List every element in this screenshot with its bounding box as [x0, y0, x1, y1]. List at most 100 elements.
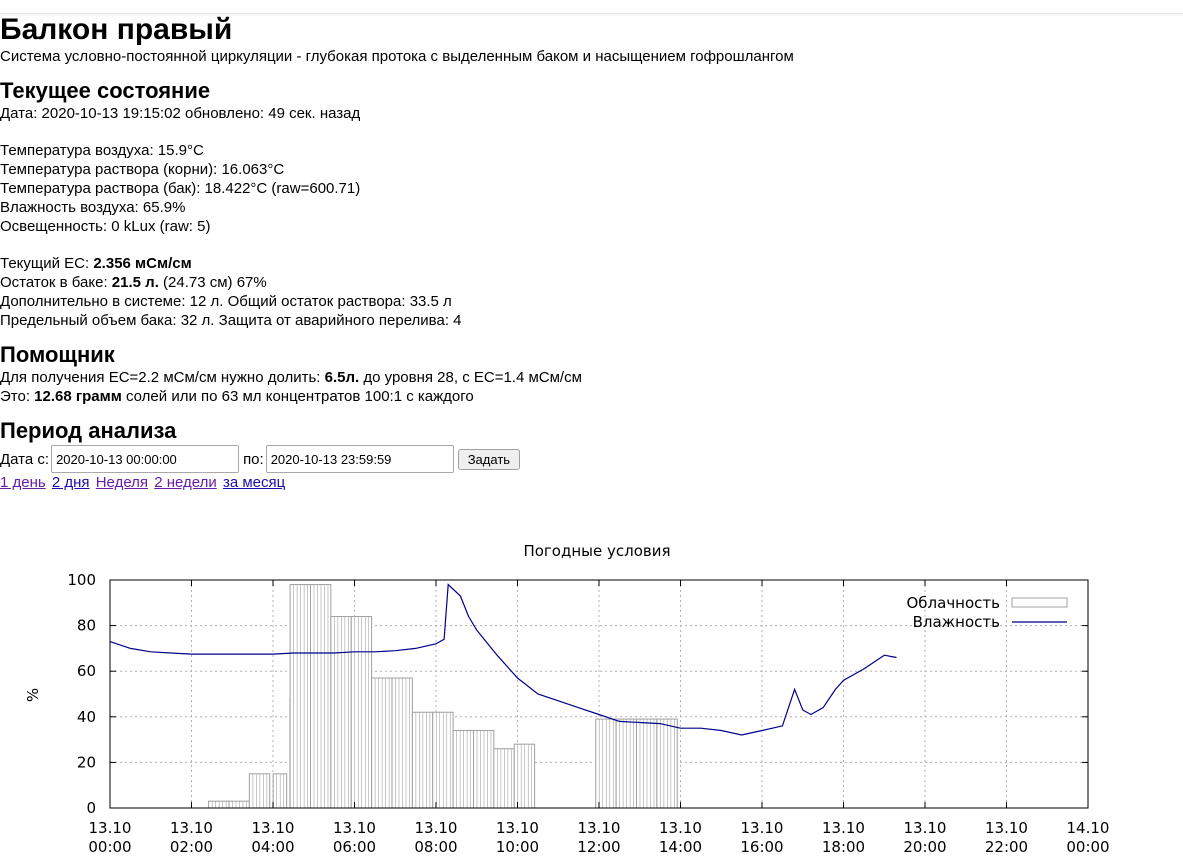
x-tick-label-time: 02:00 — [170, 838, 213, 856]
x-tick-label-time: 12:00 — [577, 838, 620, 856]
x-tick-label-time: 20:00 — [903, 838, 946, 856]
tank-details: (24.73 см) 67% — [158, 274, 267, 291]
period-heading: Период анализа — [0, 418, 177, 443]
cloud-bar — [330, 615, 352, 809]
humidity-line — [109, 583, 897, 736]
legend-label-humidity: Влажность — [913, 613, 1000, 631]
x-tick-label-time: 00:00 — [88, 838, 131, 856]
y-tick-label: 100 — [67, 571, 96, 589]
x-tick-label-time: 08:00 — [414, 838, 457, 856]
submit-button[interactable]: Задать — [457, 448, 521, 470]
period-links: 1 день 2 дня Неделя 2 недели за месяц — [0, 474, 1183, 492]
cloud-bar — [452, 729, 474, 809]
x-tick-label-time: 00:00 — [1066, 838, 1109, 856]
cloud-bar — [228, 800, 250, 809]
x-tick-label-date: 14.10 — [1067, 819, 1110, 837]
helper-line-1-prefix: Для получения EC=2.2 мСм/см нужно долить… — [0, 369, 325, 386]
cloud-bar — [371, 677, 393, 809]
from-label: Дата с: — [0, 450, 50, 468]
cloud-bar — [656, 718, 678, 809]
air-temp: Температура воздуха: 15.9°C — [0, 142, 204, 159]
solution-temp-tank: Температура раствора (бак): 18.422°C (ra… — [0, 180, 361, 197]
x-tick-label-date: 13.10 — [415, 819, 458, 837]
link-week[interactable]: Неделя — [95, 474, 149, 491]
y-tick-label: 20 — [77, 753, 96, 771]
date-line: Дата: 2020-10-13 19:15:02 обновлено: 49 … — [0, 105, 361, 122]
cloud-bar — [350, 615, 373, 809]
cloud-bar — [411, 711, 434, 809]
cloud-bar — [615, 718, 637, 809]
cloud-bar — [309, 584, 332, 809]
to-label: по: — [243, 450, 264, 468]
link-1-day[interactable]: 1 день — [0, 474, 46, 491]
cloud-bar — [472, 729, 495, 809]
y-tick-label: 0 — [86, 799, 96, 817]
page-title: Балкон правый — [0, 13, 233, 46]
browser-top-strip — [0, 0, 1183, 14]
cloud-bar — [248, 773, 271, 809]
link-2-weeks[interactable]: 2 недели — [154, 474, 217, 491]
helper-line-1-suffix: до уровня 28, с EC=1.4 мСм/см — [359, 369, 582, 386]
x-tick-label-date: 13.10 — [333, 819, 376, 837]
state-heading: Текущее состояние — [0, 78, 211, 103]
x-tick-label-time: 16:00 — [740, 838, 783, 856]
x-tick-label-date: 13.10 — [252, 819, 295, 837]
helper-line-2-value: 12.68 грамм — [34, 388, 122, 405]
system-extra: Дополнительно в системе: 12 л. Общий ост… — [0, 293, 452, 310]
chart-title: Погодные условия — [523, 542, 670, 560]
x-tick-label-date: 13.10 — [89, 819, 132, 837]
page-subtitle: Система условно-постоянной циркуляции - … — [0, 48, 794, 65]
link-month[interactable]: за месяц — [222, 474, 286, 491]
helper-line-2-prefix: Это: — [0, 388, 35, 405]
x-tick-label-date: 13.10 — [985, 819, 1028, 837]
helper-heading: Помощник — [0, 342, 115, 367]
air-humidity: Влажность воздуха: 65.9% — [0, 199, 186, 216]
cloud-bar — [635, 718, 658, 809]
tank-remainder: Остаток в баке: 21.5 л. (24.73 см) 67% — [0, 273, 1183, 292]
x-tick-label-time: 06:00 — [333, 838, 376, 856]
current-ec: Текущий EC: 2.356 мСм/см — [0, 254, 1183, 273]
weather-chart-svg: Погодные условия % 02040608010013.1000:0… — [24, 542, 1110, 856]
x-tick-label-time: 14:00 — [659, 838, 702, 856]
cloud-bar — [289, 584, 311, 809]
solution-temp-roots: Температура раствора (корни): 16.063°C — [0, 161, 285, 178]
y-axis-label: % — [24, 688, 42, 702]
x-tick-label-date: 13.10 — [578, 819, 621, 837]
ec-label: Текущий EC: — [0, 255, 94, 272]
cloud-bar — [432, 711, 454, 809]
ec-value: 2.356 мСм/см — [93, 255, 192, 272]
period-form: Дата с: по: Задать — [0, 444, 1183, 474]
cloud-bar — [208, 800, 230, 809]
x-tick-label-time: 04:00 — [251, 838, 294, 856]
helper-line-2-suffix: солей или по 63 мл концентратов 100:1 с … — [121, 388, 474, 405]
page-content: Балкон правый Система условно-постоянной… — [0, 13, 1183, 492]
x-tick-label-time: 18:00 — [822, 838, 865, 856]
tank-label: Остаток в баке: — [0, 274, 112, 291]
helper-line-2: Это: 12.68 грамм солей или по 63 мл конц… — [0, 387, 1183, 406]
to-date-input[interactable] — [265, 445, 454, 473]
legend-label-cloudiness: Облачность — [906, 594, 1000, 612]
y-tick-label: 40 — [77, 708, 96, 726]
helper-line-1-value: 6.5л. — [324, 369, 360, 386]
x-tick-label-date: 13.10 — [741, 819, 784, 837]
legend-swatch-cloudiness — [1011, 597, 1068, 608]
x-tick-label-time: 22:00 — [985, 838, 1028, 856]
cloud-bar — [391, 677, 413, 809]
x-tick-label-time: 10:00 — [496, 838, 539, 856]
y-tick-label: 60 — [77, 662, 96, 680]
x-tick-label-date: 13.10 — [659, 819, 702, 837]
x-tick-label-date: 13.10 — [170, 819, 213, 837]
cloud-bar — [595, 718, 617, 809]
cloud-bar — [493, 748, 515, 809]
tank-value: 21.5 л. — [111, 274, 159, 291]
cloud-bar — [272, 773, 288, 809]
x-tick-label-date: 13.10 — [822, 819, 865, 837]
illumination: Освещенность: 0 kLux (raw: 5) — [0, 218, 211, 235]
cloud-bar — [513, 743, 536, 809]
x-tick-label-date: 13.10 — [496, 819, 539, 837]
x-tick-label-date: 13.10 — [904, 819, 947, 837]
y-tick-label: 80 — [77, 617, 96, 635]
tank-limit: Предельный объем бака: 32 л. Защита от а… — [0, 312, 462, 329]
from-date-input[interactable] — [51, 445, 240, 473]
link-2-days[interactable]: 2 дня — [51, 474, 90, 491]
